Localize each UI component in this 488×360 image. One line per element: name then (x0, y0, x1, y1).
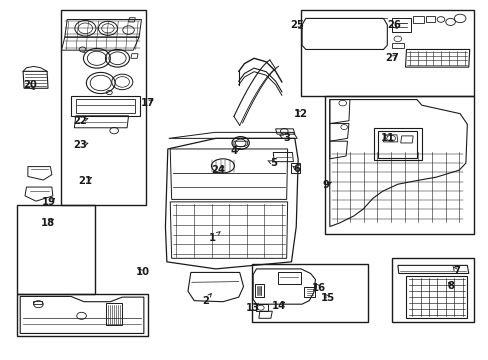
Bar (17, 294, 147, 336)
Text: 7: 7 (452, 266, 459, 276)
Bar (61, 10, 146, 206)
Text: 20: 20 (23, 80, 37, 90)
Text: 4: 4 (230, 146, 237, 156)
Text: 2: 2 (202, 296, 208, 306)
Text: 27: 27 (385, 53, 398, 63)
Text: 12: 12 (293, 109, 307, 119)
Text: 14: 14 (271, 301, 285, 311)
Text: 21: 21 (78, 176, 92, 186)
Text: 13: 13 (245, 303, 260, 313)
Bar (301, 10, 472, 96)
Bar (325, 96, 472, 234)
Text: 5: 5 (269, 158, 276, 168)
Text: 9: 9 (322, 180, 329, 190)
Text: 24: 24 (211, 165, 224, 175)
Text: 15: 15 (321, 293, 335, 303)
Bar (251, 264, 367, 322)
Text: 23: 23 (74, 140, 87, 150)
Bar (373, 128, 421, 159)
Text: 11: 11 (380, 133, 395, 143)
Text: 18: 18 (41, 218, 55, 228)
Text: 22: 22 (74, 116, 87, 126)
Text: 26: 26 (386, 21, 400, 31)
Text: 6: 6 (293, 165, 300, 174)
Text: 8: 8 (446, 281, 453, 291)
Bar (391, 258, 472, 322)
Text: 17: 17 (141, 98, 154, 108)
Text: 19: 19 (42, 197, 56, 207)
Bar (377, 131, 416, 158)
Text: 25: 25 (290, 21, 304, 31)
Text: 1: 1 (208, 233, 215, 243)
Text: 10: 10 (136, 267, 150, 278)
Bar (17, 206, 95, 294)
Text: 3: 3 (283, 133, 289, 143)
Text: 16: 16 (311, 283, 325, 293)
